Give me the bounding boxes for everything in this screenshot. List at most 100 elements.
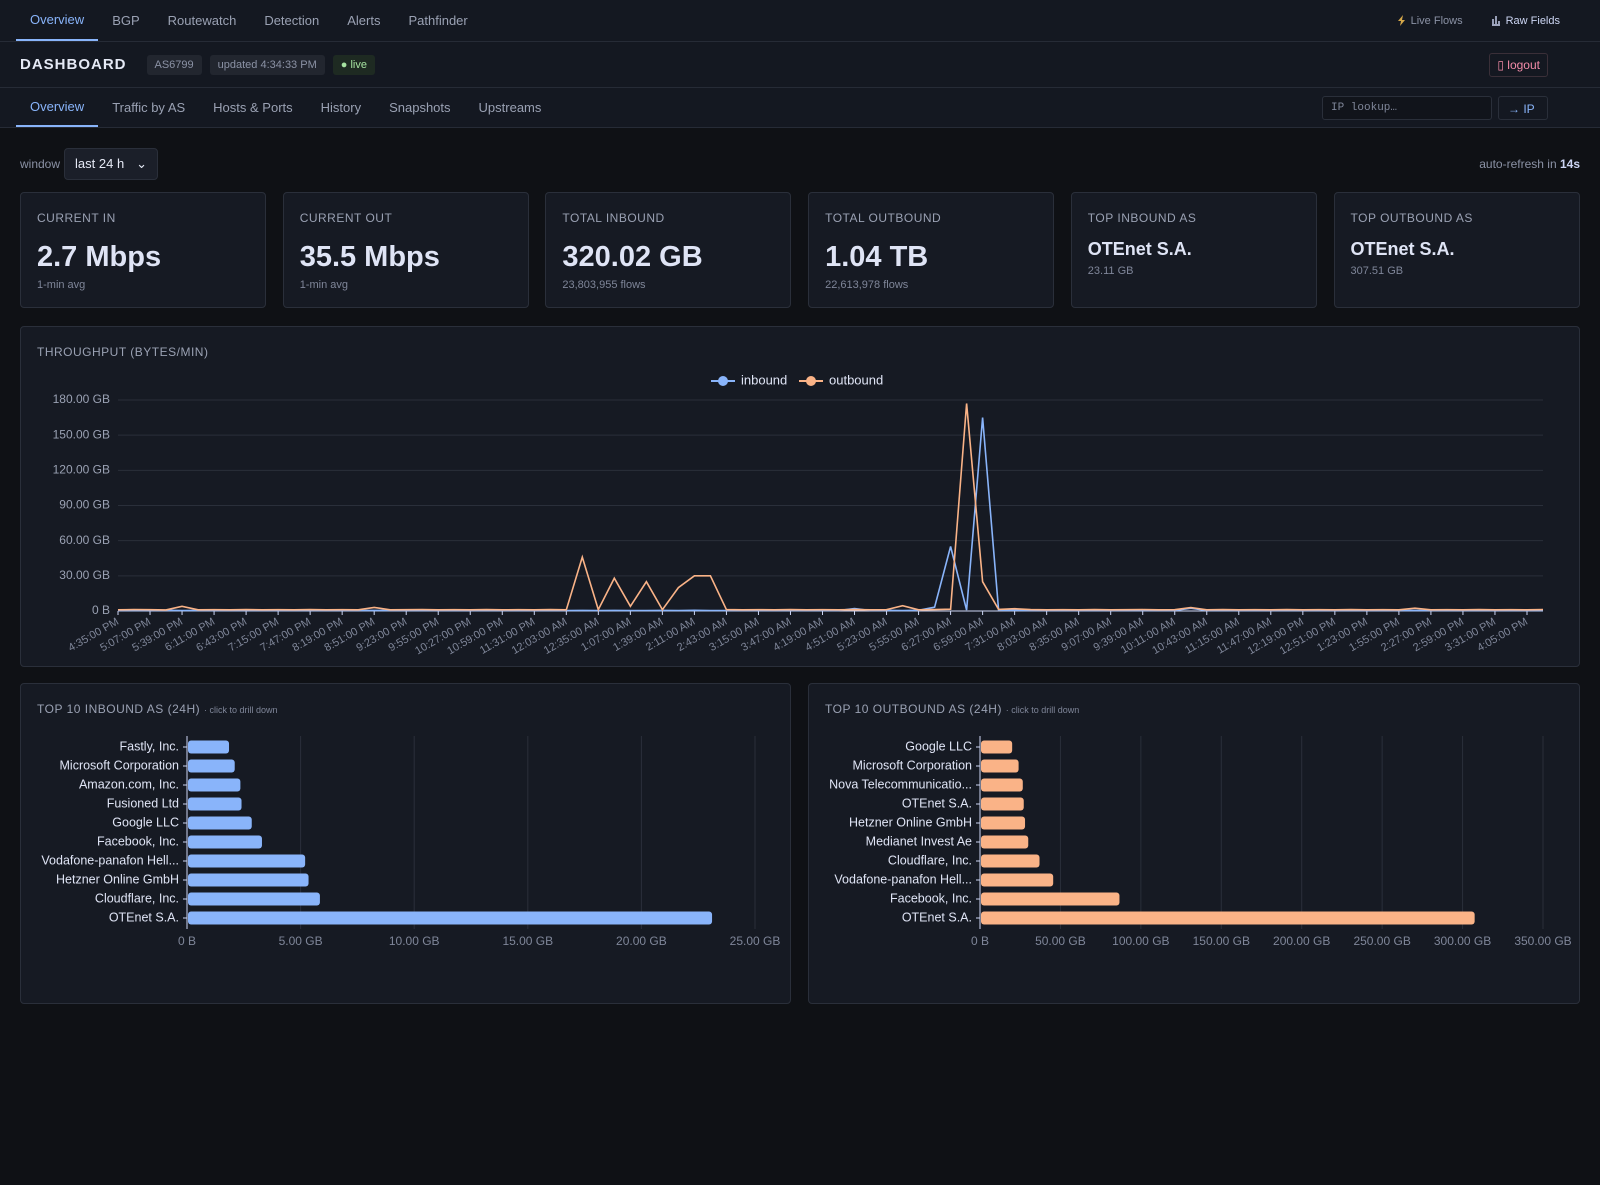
window-control: window last 24 h ⌄ [20, 148, 159, 180]
bar-chart: 0 B 5.00 GB 10.00 GB 15.00 GB 20.00 GB 25.00 … [41, 736, 781, 948]
y-tick-label: 150.00 GB [53, 427, 110, 441]
y-tick-label: 0 B [92, 603, 110, 617]
nav-tab[interactable]: Pathfinder [408, 13, 468, 28]
card-label: TOP OUTBOUND AS [1350, 211, 1473, 225]
nav-tab[interactable]: BGP [112, 13, 140, 28]
outbound-panel: TOP 10 OUTBOUND AS (24H) · click to dril… [808, 683, 1580, 1004]
y-tick-label: OTEnet S.A. [902, 910, 972, 924]
bar[interactable] [981, 911, 1475, 925]
legend-marker [806, 376, 816, 386]
status-text: live [350, 58, 367, 71]
card-value: 2.7 Mbps [37, 241, 162, 273]
bar[interactable] [188, 892, 320, 906]
subtitle: · click to drill down [1005, 705, 1080, 715]
bar[interactable] [981, 892, 1120, 906]
sub-tab[interactable]: Overview [16, 88, 99, 127]
y-tick-label: Nova Telecommunicatio... [829, 777, 972, 791]
y-tick-label: Google LLC [112, 815, 179, 829]
bar[interactable] [188, 835, 262, 849]
raw-fields-link[interactable]: Raw Fields [1491, 15, 1560, 27]
live-badge: ● live [332, 54, 375, 75]
card-sub: 23.11 GB [1087, 265, 1134, 277]
line-chart: 0 B 30.00 GB 60.00 GB 90.00 GB 120.00 GB 150.… [53, 372, 1544, 657]
y-tick-label: Google LLC [905, 739, 972, 753]
x-tick-label: 25.00 GB [730, 934, 781, 948]
x-tick-label: 300.00 GB [1434, 934, 1491, 948]
bar[interactable] [981, 873, 1054, 887]
bar[interactable] [981, 854, 1040, 868]
x-tick-label: 100.00 GB [1112, 934, 1169, 948]
x-tick-label: 200.00 GB [1273, 934, 1330, 948]
x-tick-label: 5.00 GB [279, 934, 323, 948]
y-tick-label: 90.00 GB [59, 498, 110, 512]
series-line [117, 403, 1544, 612]
y-tick-label: Vodafone-panafon Hell... [41, 853, 179, 867]
ip-button[interactable]: → IP [1498, 96, 1548, 120]
y-tick-label: Cloudflare, Inc. [888, 853, 972, 867]
nav-tab[interactable]: Detection [264, 13, 320, 28]
card-value: OTEnet S.A. [1350, 239, 1455, 259]
bar-chart: 0 B 50.00 GB 100.00 GB 150.00 GB 200.00 GB 25… [829, 736, 1572, 948]
y-tick-label: Vodafone-panafon Hell... [834, 872, 972, 886]
logout-text: logout [1507, 57, 1540, 72]
panel-title: THROUGHPUT (BYTES/MIN) [37, 345, 209, 359]
bar[interactable] [981, 740, 1013, 754]
stat-card: TOTAL INBOUND 320.02 GB 23,803,955 flows [545, 192, 792, 308]
x-tick-label: 50.00 GB [1035, 934, 1086, 948]
bar[interactable] [188, 911, 713, 925]
sub-tabs: Overview Traffic by AS Hosts & Ports Histor… [16, 88, 555, 127]
x-tick-label: 0 B [178, 934, 196, 948]
bar[interactable] [188, 778, 241, 792]
nav-tab[interactable]: Overview [16, 0, 99, 41]
sub-tab[interactable]: Snapshots [389, 100, 451, 115]
bar[interactable] [981, 797, 1024, 811]
y-tick-label: OTEnet S.A. [109, 910, 179, 924]
card-label: TOTAL OUTBOUND [825, 211, 942, 225]
bar[interactable] [188, 740, 230, 754]
y-tick-label: 120.00 GB [53, 463, 110, 477]
legend-marker [718, 376, 728, 386]
y-tick-label: Hetzner Online GmbH [849, 815, 972, 829]
card-sub: 307.51 GB [1350, 265, 1404, 277]
logout-button[interactable]: ▯ logout [1489, 52, 1548, 77]
updated-badge: updated 4:34:33 PM [209, 54, 325, 75]
select-value: last 24 h [75, 156, 125, 171]
y-tick-label: Facebook, Inc. [97, 834, 179, 848]
y-tick-label: Amazon.com, Inc. [79, 777, 179, 791]
bar[interactable] [981, 835, 1029, 849]
sub-nav: Overview Traffic by AS Hosts & Ports Histor… [0, 88, 1600, 128]
x-tick-label: 350.00 GB [1514, 934, 1571, 948]
bar[interactable] [188, 816, 252, 830]
window-select[interactable]: last 24 h ⌄ [64, 148, 159, 180]
bar[interactable] [981, 759, 1019, 773]
panel-title: TOP 10 OUTBOUND AS (24H) · click to dril… [825, 702, 1079, 716]
bar[interactable] [188, 873, 309, 887]
y-tick-label: OTEnet S.A. [902, 796, 972, 810]
bar[interactable] [981, 816, 1026, 830]
live-flows-link[interactable]: Live Flows [1397, 15, 1463, 27]
card-sub: 23,803,955 flows [562, 279, 646, 291]
placeholder: IP lookup… [1331, 102, 1398, 114]
sub-tab[interactable]: Traffic by AS [112, 100, 186, 115]
bar[interactable] [981, 778, 1023, 792]
card-sub: 1-min avg [299, 279, 348, 291]
sub-tab[interactable]: Hosts & Ports [213, 100, 293, 115]
y-tick-label: Microsoft Corporation [853, 758, 973, 772]
header: DASHBOARD AS6799 updated 4:34:33 PM ● li… [0, 42, 1600, 88]
nav-tab[interactable]: Routewatch [167, 13, 237, 28]
subtitle: · click to drill down [203, 705, 278, 715]
bar[interactable] [188, 759, 235, 773]
sub-tab[interactable]: Upstreams [478, 100, 542, 115]
button-text: → IP [1508, 102, 1535, 116]
nav-tab[interactable]: Alerts [347, 13, 381, 28]
ip-input[interactable]: IP lookup… [1322, 96, 1492, 120]
card-value: 35.5 Mbps [299, 241, 440, 273]
card-label: CURRENT IN [37, 211, 116, 225]
inbound-panel: TOP 10 INBOUND AS (24H) · click to drill… [20, 683, 791, 1004]
bar[interactable] [188, 797, 242, 811]
bar[interactable] [188, 854, 306, 868]
sub-tab[interactable]: History [320, 100, 362, 115]
y-tick-label: 180.00 GB [53, 392, 110, 406]
stat-card: CURRENT IN 2.7 Mbps 1-min avg [20, 192, 266, 308]
